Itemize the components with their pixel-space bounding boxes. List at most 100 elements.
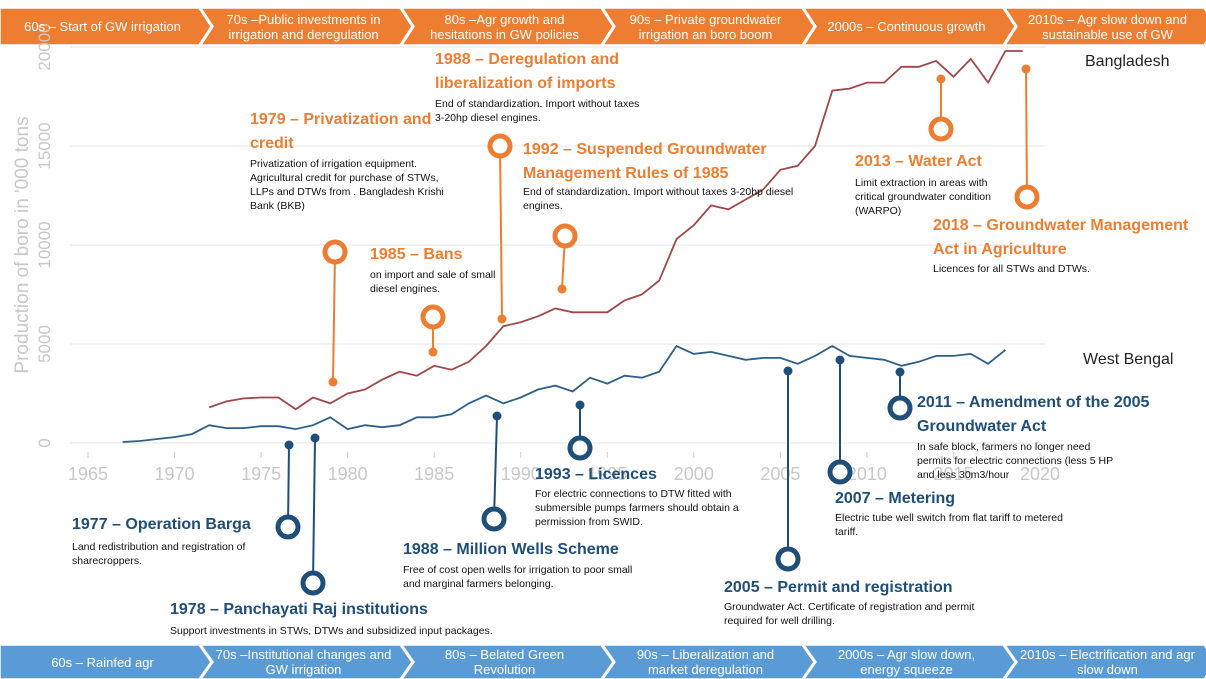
annotation-text: Limit extraction in areas with critical …: [855, 177, 991, 217]
annotation-title: 2005 – Permit and registration: [724, 579, 953, 596]
x-tick-label: 2010: [847, 464, 887, 484]
phase-label: 80s – Belated Green Revolution: [444, 647, 565, 677]
phase-label: 60s – Rainfed agr: [51, 654, 154, 670]
pin-line: [332, 251, 336, 383]
annotation-text: Support investments in STWs, DTWs and su…: [170, 625, 493, 637]
phase-chevron: [601, 644, 815, 679]
pin-dot: [575, 400, 585, 410]
x-tick-label: 1980: [328, 464, 368, 484]
pin-ring: [775, 546, 801, 572]
annotation-text: Free of cost open wells for irrigation t…: [403, 564, 633, 590]
pin-dot: [895, 367, 905, 377]
pin-ring: [481, 506, 507, 532]
phase-label: 2010s – Electrification and agr slow dow…: [1020, 647, 1195, 677]
phase-chevron: [199, 7, 413, 46]
pin-dot: [936, 74, 946, 84]
pin-dot: [310, 433, 320, 443]
pin-line: [1025, 68, 1028, 198]
phase-label: 70s –Public investments in irrigation an…: [226, 11, 381, 42]
x-tick-label: 2015: [933, 464, 973, 484]
y-axis-label: Production of boro in '000 tons: [12, 116, 33, 373]
phase-label: 2000s – Continuous growth: [827, 19, 986, 34]
annotation-title: 1985 – Bans: [370, 246, 463, 263]
pin-ring: [322, 239, 348, 265]
x-tick-label: 1970: [155, 464, 195, 484]
pin-ring: [567, 435, 593, 461]
pin-dot: [557, 284, 567, 294]
series-line: [122, 344, 1006, 443]
annotation-title: 1988 – Deregulation and liberalization o…: [435, 51, 620, 92]
annotation-title: 2007 – Metering: [835, 490, 956, 507]
annotation-title: 1977 – Operation Barga: [72, 516, 251, 533]
annotation-title: 1992 – Suspended Groundwater Management …: [523, 141, 767, 182]
phase-chevron: [1003, 7, 1206, 46]
annotation-title: 2013 – Water Act: [855, 153, 982, 170]
pin-ring: [1014, 184, 1040, 210]
phase-chevron: [601, 7, 815, 46]
phase-chevron: [199, 644, 413, 679]
y-tick-label: 0: [35, 438, 54, 447]
y-tick-label: 10000: [35, 221, 54, 268]
phase-label: 2000s – Agr slow down, energy squeeze: [837, 647, 976, 677]
phase-label: 90s – Liberalization and market deregula…: [636, 647, 775, 677]
annotation-text: In safe block, farmers no longer need pe…: [917, 441, 1113, 481]
annotation-title: 1979 – Privatization and credit: [250, 111, 432, 152]
annotation-title: 1993 – Licences: [535, 466, 657, 483]
phase-chevron: [0, 644, 212, 679]
pin-ring: [928, 116, 954, 142]
pin-line: [499, 145, 503, 320]
annotation-text: Electric tube well switch from flat tari…: [835, 512, 1063, 538]
pin-line: [493, 415, 498, 520]
annotation-title: 1978 – Panchayati Raj institutions: [170, 601, 428, 618]
x-tick-label: 1975: [241, 464, 281, 484]
annotation-title: 2018 – Groundwater Management Act in Agr…: [933, 217, 1189, 258]
phase-label: 90s – Private groundwater irrigation an …: [629, 11, 782, 42]
annotation-text: End of standardization. Import without t…: [435, 98, 640, 124]
x-tick-label: 2005: [760, 464, 800, 484]
phase-label: 70s –Institutional changes and GW irriga…: [215, 647, 392, 677]
pin-ring: [887, 395, 913, 421]
phase-chevron: [0, 7, 212, 46]
y-tick-label: 5000: [35, 325, 54, 363]
annotation-text: on import and sale of small diesel engin…: [370, 269, 496, 295]
annotation-title: 1988 – Million Wells Scheme: [403, 541, 619, 558]
phase-chevron: [802, 644, 1016, 679]
series-line: [208, 50, 1023, 411]
y-tick-label: 15000: [35, 122, 54, 169]
pin-dot: [492, 411, 502, 421]
x-tick-label: 1985: [414, 464, 454, 484]
pin-line: [312, 437, 316, 584]
pin-ring: [275, 514, 301, 540]
annotation-title: 2011 – Amendment of the 2005 Groundwater…: [917, 394, 1150, 435]
pin-ring: [420, 304, 446, 330]
pin-dot: [428, 347, 438, 357]
x-tick-label: 1995: [587, 464, 627, 484]
pin-dot: [835, 355, 845, 365]
phase-chevron: [400, 644, 614, 679]
annotation-text: End of standardization. Import without t…: [523, 186, 794, 212]
phase-label: 60s – Start of GW irrigation: [24, 19, 181, 34]
annotation-text: Land redistribution and registration of …: [72, 541, 246, 567]
phase-chevron: [802, 7, 1016, 46]
phase-chevron: [1003, 644, 1206, 679]
x-tick-label: 2000: [674, 464, 714, 484]
pin-dot: [284, 440, 294, 450]
pin-dot: [328, 377, 338, 387]
pin-ring: [552, 223, 578, 249]
phase-label: 2010s – Agr slow down and sustainable us…: [1028, 11, 1187, 42]
x-tick-label: 2020: [1020, 464, 1060, 484]
pin-dot: [497, 314, 507, 324]
pin-dot: [783, 366, 793, 376]
x-tick-label: 1990: [501, 464, 541, 484]
pin-ring: [300, 570, 326, 596]
phase-label: 80s –Agr growth and hesitations in GW po…: [430, 11, 579, 42]
y-tick-label: 20000: [35, 23, 54, 70]
legend-entry: West Bengal: [1083, 351, 1174, 368]
pin-dot: [1021, 64, 1031, 74]
x-tick-label: 1965: [68, 464, 108, 484]
phase-chevron: [400, 7, 614, 46]
annotation-text: Groundwater Act. Certificate of registra…: [724, 601, 975, 627]
pin-ring: [487, 133, 513, 159]
